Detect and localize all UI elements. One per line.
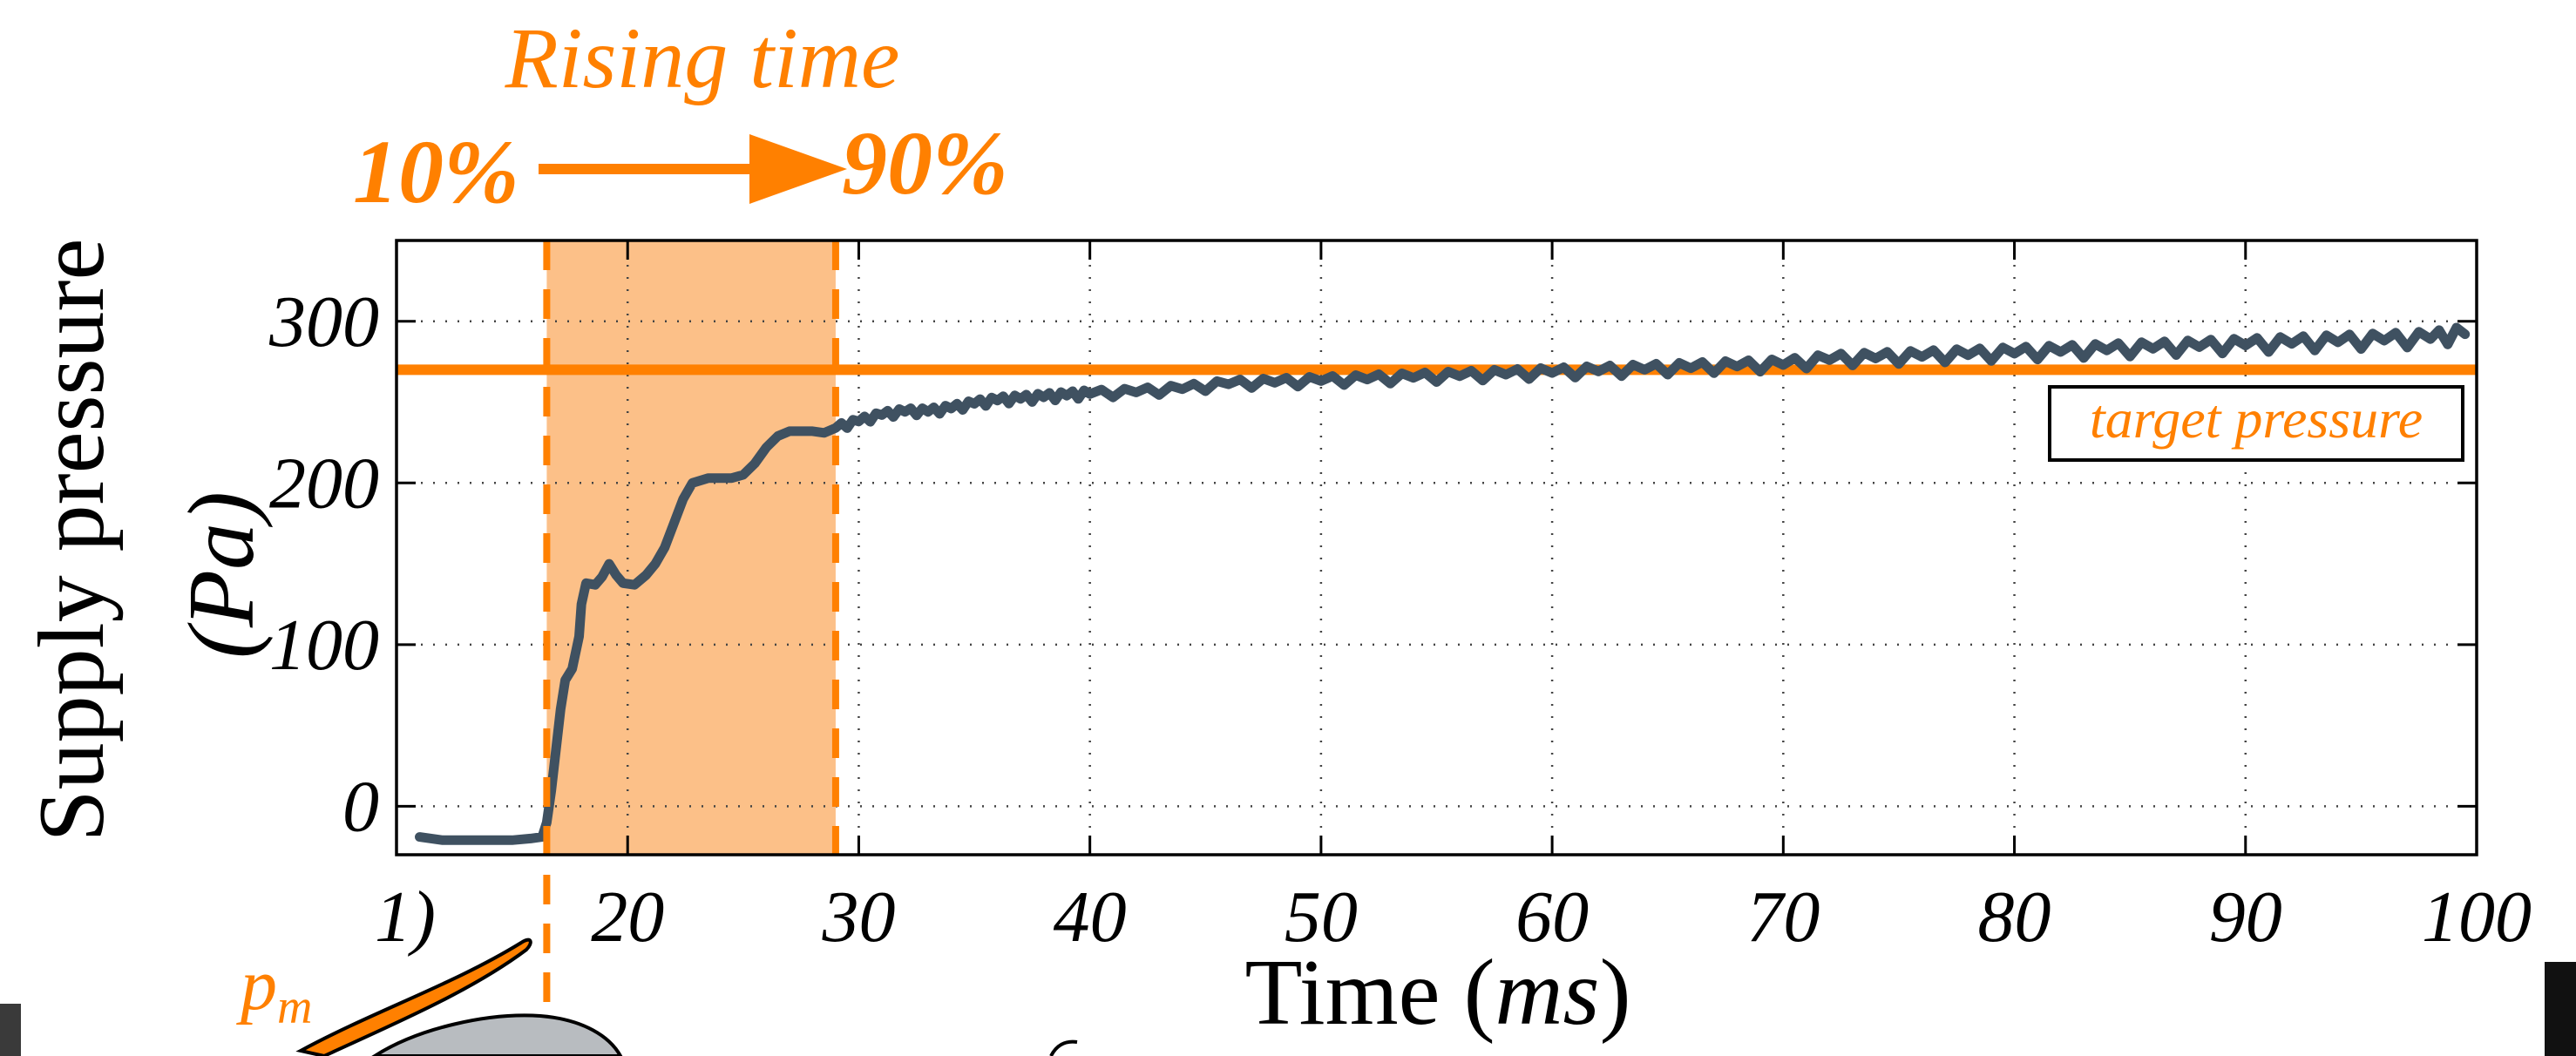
x-tick-label: 100 bbox=[2422, 877, 2532, 958]
x-tick-label: 50 bbox=[1285, 877, 1358, 958]
pm-label: pm bbox=[236, 944, 312, 1034]
x-axis-label: Time (ms) bbox=[1244, 941, 1630, 1045]
rising-time-band bbox=[546, 240, 836, 855]
rise-arrow-head bbox=[749, 134, 847, 204]
bottom-gray-shape bbox=[371, 1013, 623, 1056]
pm-symbol: p bbox=[236, 944, 277, 1026]
y-axis-unit: (Pa) bbox=[170, 491, 274, 659]
legend: target pressure bbox=[2048, 385, 2464, 462]
x-tick-label: 40 bbox=[1054, 877, 1127, 958]
axis-ticks bbox=[395, 240, 2478, 855]
x-axis-label-main: Time ( bbox=[1244, 941, 1495, 1045]
x-tick-labels: 1) 20 30 40 50 60 70 80 90 100 bbox=[375, 877, 2532, 958]
rise-start-percent: 10% bbox=[353, 122, 519, 222]
y-tick-label: 100 bbox=[269, 605, 379, 686]
legend-label-target-pressure: target pressure bbox=[2090, 388, 2423, 450]
bottom-curve-fragment bbox=[1049, 1039, 1078, 1056]
x-tick-label: 60 bbox=[1515, 877, 1589, 958]
corner-block-left bbox=[0, 1004, 21, 1056]
x-axis-label-close: ) bbox=[1600, 941, 1631, 1045]
y-tick-label: 0 bbox=[342, 766, 379, 847]
plot-frame bbox=[395, 239, 2478, 856]
rising-time-title: Rising time bbox=[505, 10, 900, 106]
pm-subscript: m bbox=[277, 980, 312, 1034]
x-tick-label: 1) bbox=[375, 877, 436, 958]
x-axis-label-unit: ms bbox=[1495, 941, 1600, 1045]
corner-block-right bbox=[2545, 962, 2576, 1056]
y-tick-labels: 0 100 200 300 bbox=[268, 281, 379, 848]
x-tick-label: 30 bbox=[821, 877, 895, 958]
pm-lead-curve bbox=[295, 938, 532, 1056]
x-tick-label: 70 bbox=[1746, 877, 1820, 958]
y-tick-label: 200 bbox=[269, 443, 379, 524]
y-axis-label: Supply pressure bbox=[20, 239, 124, 843]
x-tick-label: 20 bbox=[591, 877, 664, 958]
x-tick-label: 90 bbox=[2209, 877, 2282, 958]
rise-end-percent: 90% bbox=[842, 113, 1008, 213]
x-tick-label: 80 bbox=[1978, 877, 2051, 958]
legend-box bbox=[2048, 385, 2464, 462]
grid-lines bbox=[397, 240, 2477, 855]
supply-pressure-series bbox=[415, 322, 2471, 845]
y-tick-label: 300 bbox=[268, 281, 379, 362]
